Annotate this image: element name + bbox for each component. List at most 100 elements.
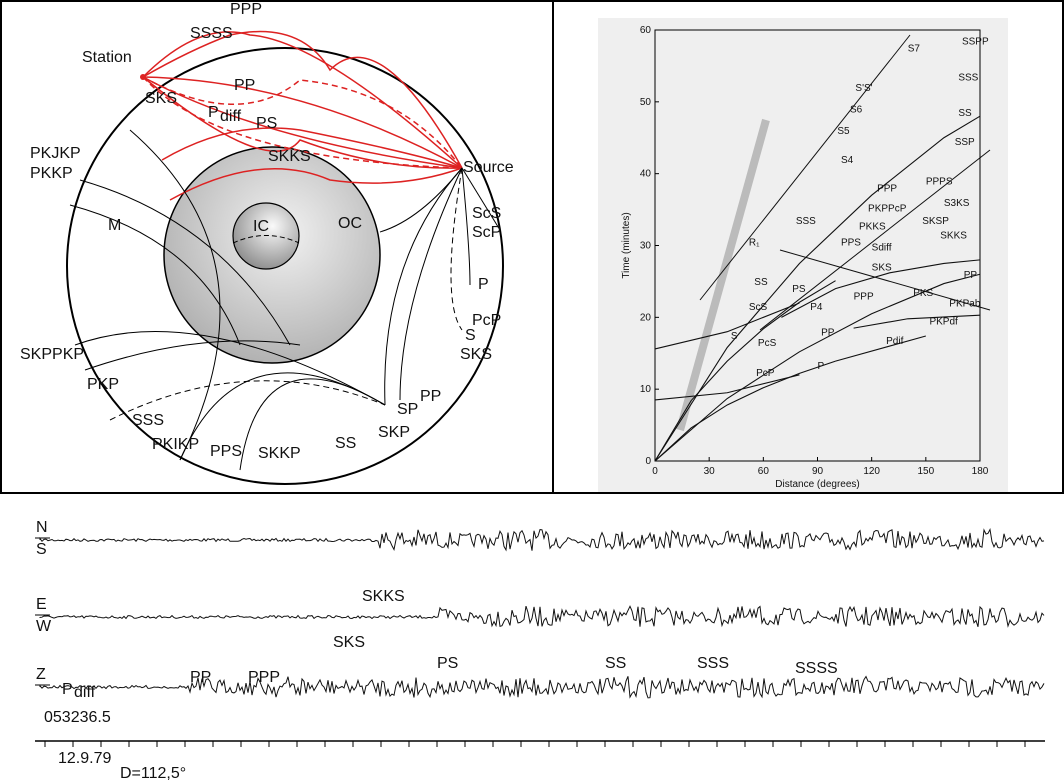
phase-label: SKKS <box>362 588 405 605</box>
x-tick-label: 120 <box>863 466 880 477</box>
curve-label: R₁ <box>749 238 760 249</box>
y-tick-label: 60 <box>640 25 652 36</box>
seismic-trace <box>40 530 1044 551</box>
y-tick-label: 50 <box>640 97 652 108</box>
figure: PPPSSSSStationPPPSSKSSKKSSourcePKJKPPKKP… <box>0 0 1064 783</box>
ray-label: PKKP <box>30 165 73 182</box>
ray-label: ScS <box>472 205 501 222</box>
ray-label: SP <box>397 401 418 418</box>
trace-label: E <box>36 596 47 613</box>
curve-label: PS <box>792 284 806 295</box>
curve-label: P4 <box>810 302 823 313</box>
curve-label: SSS <box>958 72 978 83</box>
phase-label: SKS <box>333 634 365 651</box>
curve-label: P <box>818 361 825 372</box>
phase-label: SSSS <box>795 660 838 677</box>
time-label: 053236.5 <box>44 709 111 726</box>
curve-label: S5 <box>837 126 850 137</box>
x-tick-label: 30 <box>704 466 716 477</box>
curve-label: PP <box>821 327 835 338</box>
curve-label: PKPPcP <box>868 204 907 215</box>
y-axis-label: Time (minutes) <box>621 212 632 278</box>
ray-label: SKKP <box>258 445 301 462</box>
ray-label: S <box>465 327 476 344</box>
curve-label: PPS <box>841 238 861 249</box>
ray-label: M <box>108 217 121 234</box>
x-tick-label: 0 <box>652 466 658 477</box>
ray-label: SKS <box>460 346 492 363</box>
station-marker <box>140 74 146 80</box>
ray-label: SSSS <box>190 25 233 42</box>
ray-label: PPS <box>210 443 242 460</box>
ray-label: PKP <box>87 376 119 393</box>
ray-label: Source <box>463 159 514 176</box>
phase-label: PS <box>437 655 458 672</box>
curve-label: SKSP <box>922 216 949 227</box>
curve-label: SKKS <box>940 230 967 241</box>
curve-label: PKS <box>913 288 933 299</box>
curve-label: S3KS <box>944 198 970 209</box>
curve-label: SSS <box>796 216 816 227</box>
ray-label: PPP <box>230 1 262 18</box>
ray-label: SKKS <box>268 148 311 165</box>
curve-label: Sdiff <box>872 243 892 254</box>
date-label: 12.9.79 <box>58 750 111 767</box>
ray-label: PS <box>256 115 277 132</box>
curve-label: S4 <box>841 155 854 166</box>
phase-label-sub: diff <box>74 684 96 701</box>
phase-label: SS <box>605 655 626 672</box>
ray-label: PP <box>420 388 441 405</box>
curve-label: S7 <box>908 44 921 55</box>
x-axis-label: Distance (degrees) <box>775 479 859 490</box>
x-tick-label: 90 <box>812 466 824 477</box>
phase-label: PPP <box>248 669 280 686</box>
ray-label: SKS <box>145 90 177 107</box>
ray-label-sub: diff <box>220 108 242 125</box>
curve-label: PcP <box>756 368 775 379</box>
y-tick-label: 20 <box>640 312 652 323</box>
x-tick-label: 150 <box>917 466 934 477</box>
phase-label: SSS <box>697 655 729 672</box>
y-tick-label: 0 <box>645 456 651 467</box>
ray-label: OC <box>338 215 362 232</box>
curve-label: PPP <box>877 184 897 195</box>
curve-label: PPPS <box>926 176 953 187</box>
ray-label: PKJKP <box>30 145 81 162</box>
ray-label: Station <box>82 49 132 66</box>
ray-label: SKP <box>378 424 410 441</box>
trace-label: Z <box>36 666 46 683</box>
curve-label: PKKS <box>859 222 886 233</box>
curve-label: SSP <box>955 137 975 148</box>
distance-label: D=112,5° <box>120 765 186 782</box>
ray-label: PKIKP <box>152 436 199 453</box>
curve-label: PKPdf <box>929 317 958 328</box>
curve-label: SS <box>958 108 972 119</box>
chart-background <box>598 18 1008 492</box>
curve-label: PKPab <box>949 299 981 310</box>
curve-label: S'S' <box>855 83 872 94</box>
ray-label: P <box>208 104 219 121</box>
phase-label: P <box>62 681 73 698</box>
curve-label: PP <box>964 270 978 281</box>
y-tick-label: 10 <box>640 384 652 395</box>
ray-label: PP <box>234 77 255 94</box>
phase-label: PP <box>190 669 211 686</box>
ray-label: SSS <box>132 412 164 429</box>
curve-label: S6 <box>850 105 863 116</box>
x-tick-label: 180 <box>972 466 989 477</box>
ray-label: P <box>478 276 489 293</box>
x-tick-label: 60 <box>758 466 770 477</box>
ray-label: IC <box>253 218 269 235</box>
curve-label: PcS <box>758 338 777 349</box>
curve-label: ScS <box>749 302 768 313</box>
trace-label: W <box>36 618 52 635</box>
ray-label: ScP <box>472 224 501 241</box>
curve-label: SSPP <box>962 36 989 47</box>
trace-label: N <box>36 519 48 536</box>
curve-label: SKS <box>872 263 892 274</box>
curve-label: S <box>731 331 738 342</box>
curve-label: Pdif <box>886 336 903 347</box>
y-tick-label: 40 <box>640 169 652 180</box>
curve-label: PPP <box>854 291 874 302</box>
curve-label: SS <box>754 277 768 288</box>
